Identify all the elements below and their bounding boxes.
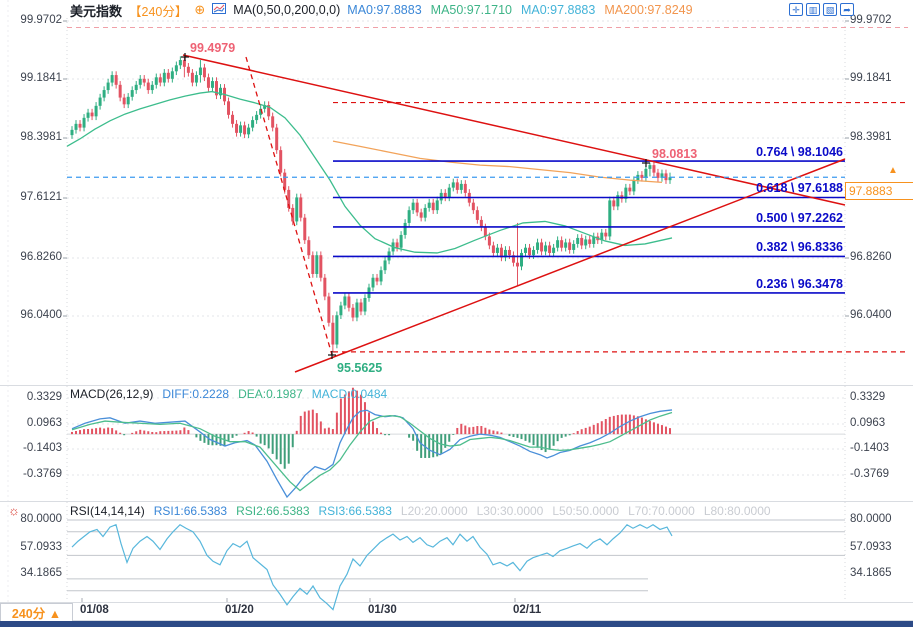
- price-axis-label: 99.1841: [850, 72, 892, 84]
- fib-level-label: 0.764 \ 98.1046: [756, 145, 843, 160]
- chart-toolbar: ✛ ▥ ▧ ➦: [789, 3, 854, 16]
- macd-axis-label: -0.3769: [850, 468, 890, 480]
- timeframe-label[interactable]: 【240分】: [129, 4, 188, 19]
- rsi-axis-label: 34.1865: [850, 567, 892, 579]
- price-axis-label: 98.3981: [20, 131, 62, 143]
- ma-value-3: MA200:97.8249: [604, 3, 693, 17]
- drawing-icon[interactable]: ▧: [823, 3, 837, 16]
- bottom-scrollbar[interactable]: [0, 621, 913, 627]
- rsi-label[interactable]: RSI(14,14,14): [70, 504, 145, 518]
- price-axis-label: 99.9702: [850, 14, 892, 26]
- macd-header: MACD(26,12,9) DIFF:0.2228 DEA:0.1987 MACD:…: [70, 387, 396, 401]
- rsi-value-3: L20:20.0000: [400, 504, 468, 518]
- price-axis-label: 99.9702: [20, 14, 62, 26]
- rsi-value-1: RSI2:66.5383: [236, 504, 310, 518]
- swing-low-label: 95.5625: [337, 361, 383, 375]
- price-axis-label: 96.8260: [850, 251, 892, 263]
- rsi-axis-label: 80.0000: [850, 513, 892, 525]
- add-indicator-icon[interactable]: ⊕: [194, 2, 206, 17]
- ma-values: MA0:97.8883 MA50:97.1710 MA0:97.8883 MA200:…: [347, 3, 701, 17]
- rsi-value-0: RSI1:66.5383: [153, 504, 228, 518]
- price-axis-label: 97.6121: [20, 191, 62, 203]
- ma-value-2: MA0:97.8883: [520, 3, 596, 17]
- price-axis-label: 96.0400: [20, 309, 62, 321]
- pan-icon[interactable]: ✛: [789, 3, 803, 16]
- macd-values: DIFF:0.2228 DEA:0.1987 MACD:0.0484: [162, 387, 396, 401]
- price-axis-label: 98.3981: [850, 131, 892, 143]
- symbol-name: 美元指数: [70, 3, 123, 19]
- macd-value-2: MACD:0.0484: [311, 387, 388, 401]
- rsi-value-2: RSI3:66.5383: [318, 504, 392, 518]
- rsi-value-7: L80:80.0000: [703, 504, 771, 518]
- fib-level-label: 0.236 \ 96.3478: [756, 276, 843, 291]
- fib-level-label: 0.500 \ 97.2262: [756, 210, 843, 225]
- recent-high-label: 98.0813: [652, 147, 698, 161]
- macd-axis-label: -0.1403: [850, 442, 890, 454]
- date-tick-label: 01/20: [225, 604, 254, 616]
- price-axis-label: 99.1841: [20, 72, 62, 84]
- ma-value-0: MA0:97.8883: [347, 3, 422, 17]
- chart-header: 美元指数 【240分】 ⊕ MA(0,50,0,200,0,0) MA0:97.…: [70, 2, 702, 19]
- export-icon[interactable]: ➦: [840, 3, 854, 16]
- timeframe-selector[interactable]: 240分 ▲: [0, 603, 73, 624]
- ma-chart-icon: [212, 3, 227, 17]
- date-tick-label: 01/08: [80, 604, 109, 616]
- indicator-icon[interactable]: ▥: [806, 3, 820, 16]
- macd-axis-label: 0.0963: [850, 417, 886, 429]
- rsi-header: RSI(14,14,14) RSI1:66.5383 RSI2:66.5383 RS…: [70, 504, 780, 518]
- macd-axis-label: -0.3769: [22, 468, 62, 480]
- macd-axis-label: 0.3329: [26, 391, 62, 403]
- swing-high-label: 99.4979: [190, 41, 236, 55]
- macd-value-1: DEA:0.1987: [238, 387, 303, 401]
- time-axis: [0, 603, 913, 621]
- fib-level-label: 0.618 \ 97.6188: [756, 181, 843, 196]
- ma-value-1: MA50:97.1710: [430, 3, 512, 17]
- current-price-tag: 97.8883: [845, 182, 913, 200]
- fib-level-label: 0.382 \ 96.8336: [756, 240, 843, 255]
- macd-value-0: DIFF:0.2228: [162, 387, 230, 401]
- ma-settings-label[interactable]: MA(0,50,0,200,0,0): [233, 3, 341, 17]
- rsi-axis-label: 57.0933: [20, 541, 62, 553]
- macd-axis-label: 0.3329: [850, 391, 886, 403]
- rsi-axis-label: 80.0000: [20, 513, 62, 525]
- price-up-arrow-icon: ▲: [888, 165, 898, 176]
- price-axis-label: 96.0400: [850, 309, 892, 321]
- date-tick-label: 01/30: [368, 604, 397, 616]
- rsi-axis-label: 34.1865: [20, 567, 62, 579]
- macd-axis-label: -0.1403: [22, 442, 62, 454]
- rsi-values: RSI1:66.5383 RSI2:66.5383 RSI3:66.5383 L20:…: [154, 504, 780, 518]
- macd-axis-label: 0.0963: [26, 417, 62, 429]
- rsi-value-6: L70:70.0000: [628, 504, 695, 518]
- rsi-axis-label: 57.0933: [850, 541, 892, 553]
- price-axis-label: 96.8260: [20, 251, 62, 263]
- date-tick-label: 02/11: [513, 604, 542, 616]
- indicator-settings-icon[interactable]: ☼: [8, 503, 20, 518]
- rsi-value-5: L50:50.0000: [552, 504, 620, 518]
- rsi-value-4: L30:30.0000: [476, 504, 544, 518]
- macd-label[interactable]: MACD(26,12,9): [70, 387, 154, 401]
